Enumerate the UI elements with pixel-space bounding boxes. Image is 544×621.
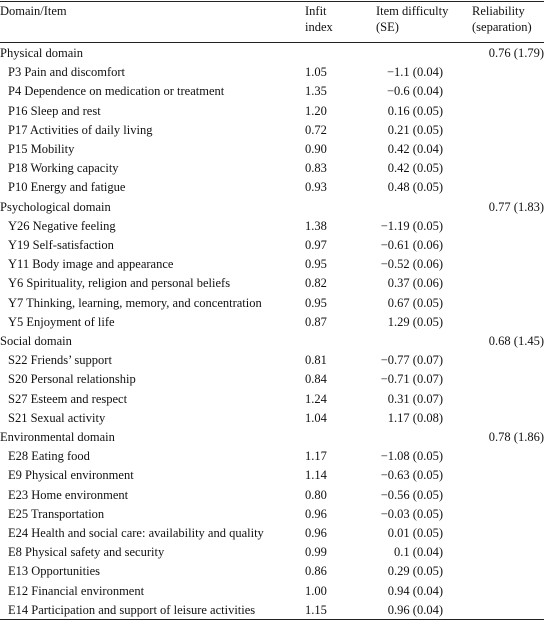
section-name: Social domain bbox=[0, 334, 72, 348]
section-name: Psychological domain bbox=[0, 199, 111, 214]
infit-index: 1.15 bbox=[305, 602, 327, 617]
item-name: S21 Sexual activity bbox=[8, 410, 106, 425]
item-difficulty: 0.96 (0.04) bbox=[387, 602, 443, 617]
item-name: Y6 Spirituality, religion and personal b… bbox=[8, 276, 231, 291]
item-difficulty: −0.03 (0.05) bbox=[380, 506, 443, 521]
item-name: E12 Financial environment bbox=[8, 583, 145, 598]
infit-index: 1.04 bbox=[305, 410, 327, 425]
item-difficulty: 0.67 (0.05) bbox=[387, 295, 443, 310]
infit-index: 0.80 bbox=[305, 487, 327, 502]
item-name: Y19 Self-satisfaction bbox=[8, 238, 114, 252]
item-name: Y7 Thinking, learning, memory, and conce… bbox=[8, 295, 262, 310]
infit-index: 1.38 bbox=[305, 218, 327, 233]
item-name: P3 Pain and discomfort bbox=[8, 65, 126, 80]
item-name: P10 Energy and fatigue bbox=[8, 180, 126, 195]
item-name: S27 Esteem and respect bbox=[8, 391, 128, 406]
column-header: (separation) bbox=[472, 20, 532, 34]
item-name: P18 Working capacity bbox=[8, 161, 119, 176]
item-difficulty: 1.17 (0.08) bbox=[387, 410, 443, 425]
item-difficulty: 0.16 (0.05) bbox=[387, 103, 443, 118]
item-difficulty: 1.29 (0.05) bbox=[387, 314, 443, 329]
item-difficulty: −0.71 (0.07) bbox=[380, 372, 443, 387]
item-difficulty: −1.1 (0.04) bbox=[387, 65, 443, 80]
item-name: E8 Physical safety and security bbox=[8, 545, 165, 560]
infit-index: 0.90 bbox=[305, 142, 327, 156]
infit-index: 0.72 bbox=[305, 122, 327, 137]
item-name: Y5 Enjoyment of life bbox=[8, 314, 115, 329]
column-header: Infit bbox=[305, 4, 327, 18]
infit-index: 1.00 bbox=[305, 583, 327, 598]
column-header: Domain/Item bbox=[0, 4, 67, 18]
item-difficulty: −1.19 (0.05) bbox=[380, 218, 443, 233]
reliability: 0.77 (1.83) bbox=[488, 199, 544, 214]
item-name: P15 Mobility bbox=[8, 142, 75, 156]
item-difficulty: −0.52 (0.06) bbox=[380, 257, 443, 272]
item-difficulty: 0.1 (0.04) bbox=[394, 545, 443, 560]
section-name: Physical domain bbox=[0, 46, 83, 60]
infit-index: 0.99 bbox=[305, 545, 327, 560]
item-name: P17 Activities of daily living bbox=[8, 122, 153, 137]
reliability: 0.68 (1.45) bbox=[488, 334, 544, 348]
infit-index: 1.17 bbox=[305, 449, 327, 464]
item-difficulty: −0.6 (0.04) bbox=[387, 84, 443, 99]
item-name: E14 Participation and support of leisure… bbox=[8, 602, 256, 617]
infit-index: 0.95 bbox=[305, 295, 327, 310]
infit-index: 0.87 bbox=[305, 314, 327, 329]
infit-index: 1.14 bbox=[305, 468, 327, 483]
item-name: S20 Personal relationship bbox=[8, 372, 136, 387]
item-name: E25 Transportation bbox=[8, 506, 105, 521]
item-name: E13 Opportunities bbox=[8, 564, 101, 579]
infit-index: 0.86 bbox=[305, 564, 327, 579]
infit-index: 0.84 bbox=[305, 372, 327, 387]
item-difficulty: −0.63 (0.05) bbox=[380, 468, 443, 483]
bottom-rule bbox=[0, 619, 544, 620]
item-difficulty: 0.29 (0.05) bbox=[387, 564, 443, 579]
item-difficulty: 0.21 (0.05) bbox=[387, 122, 443, 137]
column-header: Reliability bbox=[472, 4, 525, 18]
item-name: Y26 Negative feeling bbox=[8, 218, 116, 233]
infit-index: 0.93 bbox=[305, 180, 327, 195]
item-difficulty: −1.08 (0.05) bbox=[380, 449, 443, 464]
column-header: Item difficulty bbox=[376, 4, 449, 18]
infit-index: 0.97 bbox=[305, 238, 327, 252]
column-header: (SE) bbox=[376, 20, 399, 34]
item-name: E28 Eating food bbox=[8, 449, 90, 464]
infit-index: 1.35 bbox=[305, 84, 327, 99]
item-name: E23 Home environment bbox=[8, 487, 129, 502]
infit-index: 0.82 bbox=[305, 276, 327, 291]
top-rule bbox=[0, 1, 544, 2]
item-name: S22 Friends’ support bbox=[8, 353, 112, 368]
item-difficulty: 0.42 (0.04) bbox=[387, 142, 443, 156]
infit-index: 1.20 bbox=[305, 103, 327, 118]
item-difficulty: 0.42 (0.05) bbox=[387, 161, 443, 176]
column-header: index bbox=[305, 20, 333, 34]
item-name: P4 Dependence on medication or treatment bbox=[8, 84, 225, 99]
item-difficulty: 0.48 (0.05) bbox=[387, 180, 443, 195]
header-rule bbox=[0, 42, 544, 43]
item-difficulty: −0.56 (0.05) bbox=[380, 487, 443, 502]
infit-index: 0.96 bbox=[305, 526, 327, 540]
item-name: P16 Sleep and rest bbox=[8, 103, 101, 118]
item-difficulty: 0.31 (0.07) bbox=[387, 391, 443, 406]
infit-index: 1.24 bbox=[305, 391, 327, 406]
infit-index: 0.95 bbox=[305, 257, 327, 272]
item-difficulty: −0.61 (0.06) bbox=[380, 238, 443, 252]
reliability: 0.78 (1.86) bbox=[488, 430, 544, 444]
item-name: E9 Physical environment bbox=[8, 468, 134, 483]
reliability: 0.76 (1.79) bbox=[488, 46, 544, 60]
item-difficulty: 0.94 (0.04) bbox=[387, 583, 443, 598]
infit-index: 0.81 bbox=[305, 353, 327, 368]
item-difficulty: 0.01 (0.05) bbox=[387, 526, 443, 540]
item-name: E24 Health and social care: availability… bbox=[8, 526, 264, 540]
item-name: Y11 Body image and appearance bbox=[8, 257, 174, 272]
item-difficulty: 0.37 (0.06) bbox=[387, 276, 443, 291]
item-difficulty: −0.77 (0.07) bbox=[380, 353, 443, 368]
infit-index: 0.83 bbox=[305, 161, 327, 176]
section-name: Environmental domain bbox=[0, 430, 115, 444]
infit-index: 1.05 bbox=[305, 65, 327, 80]
infit-index: 0.96 bbox=[305, 506, 327, 521]
